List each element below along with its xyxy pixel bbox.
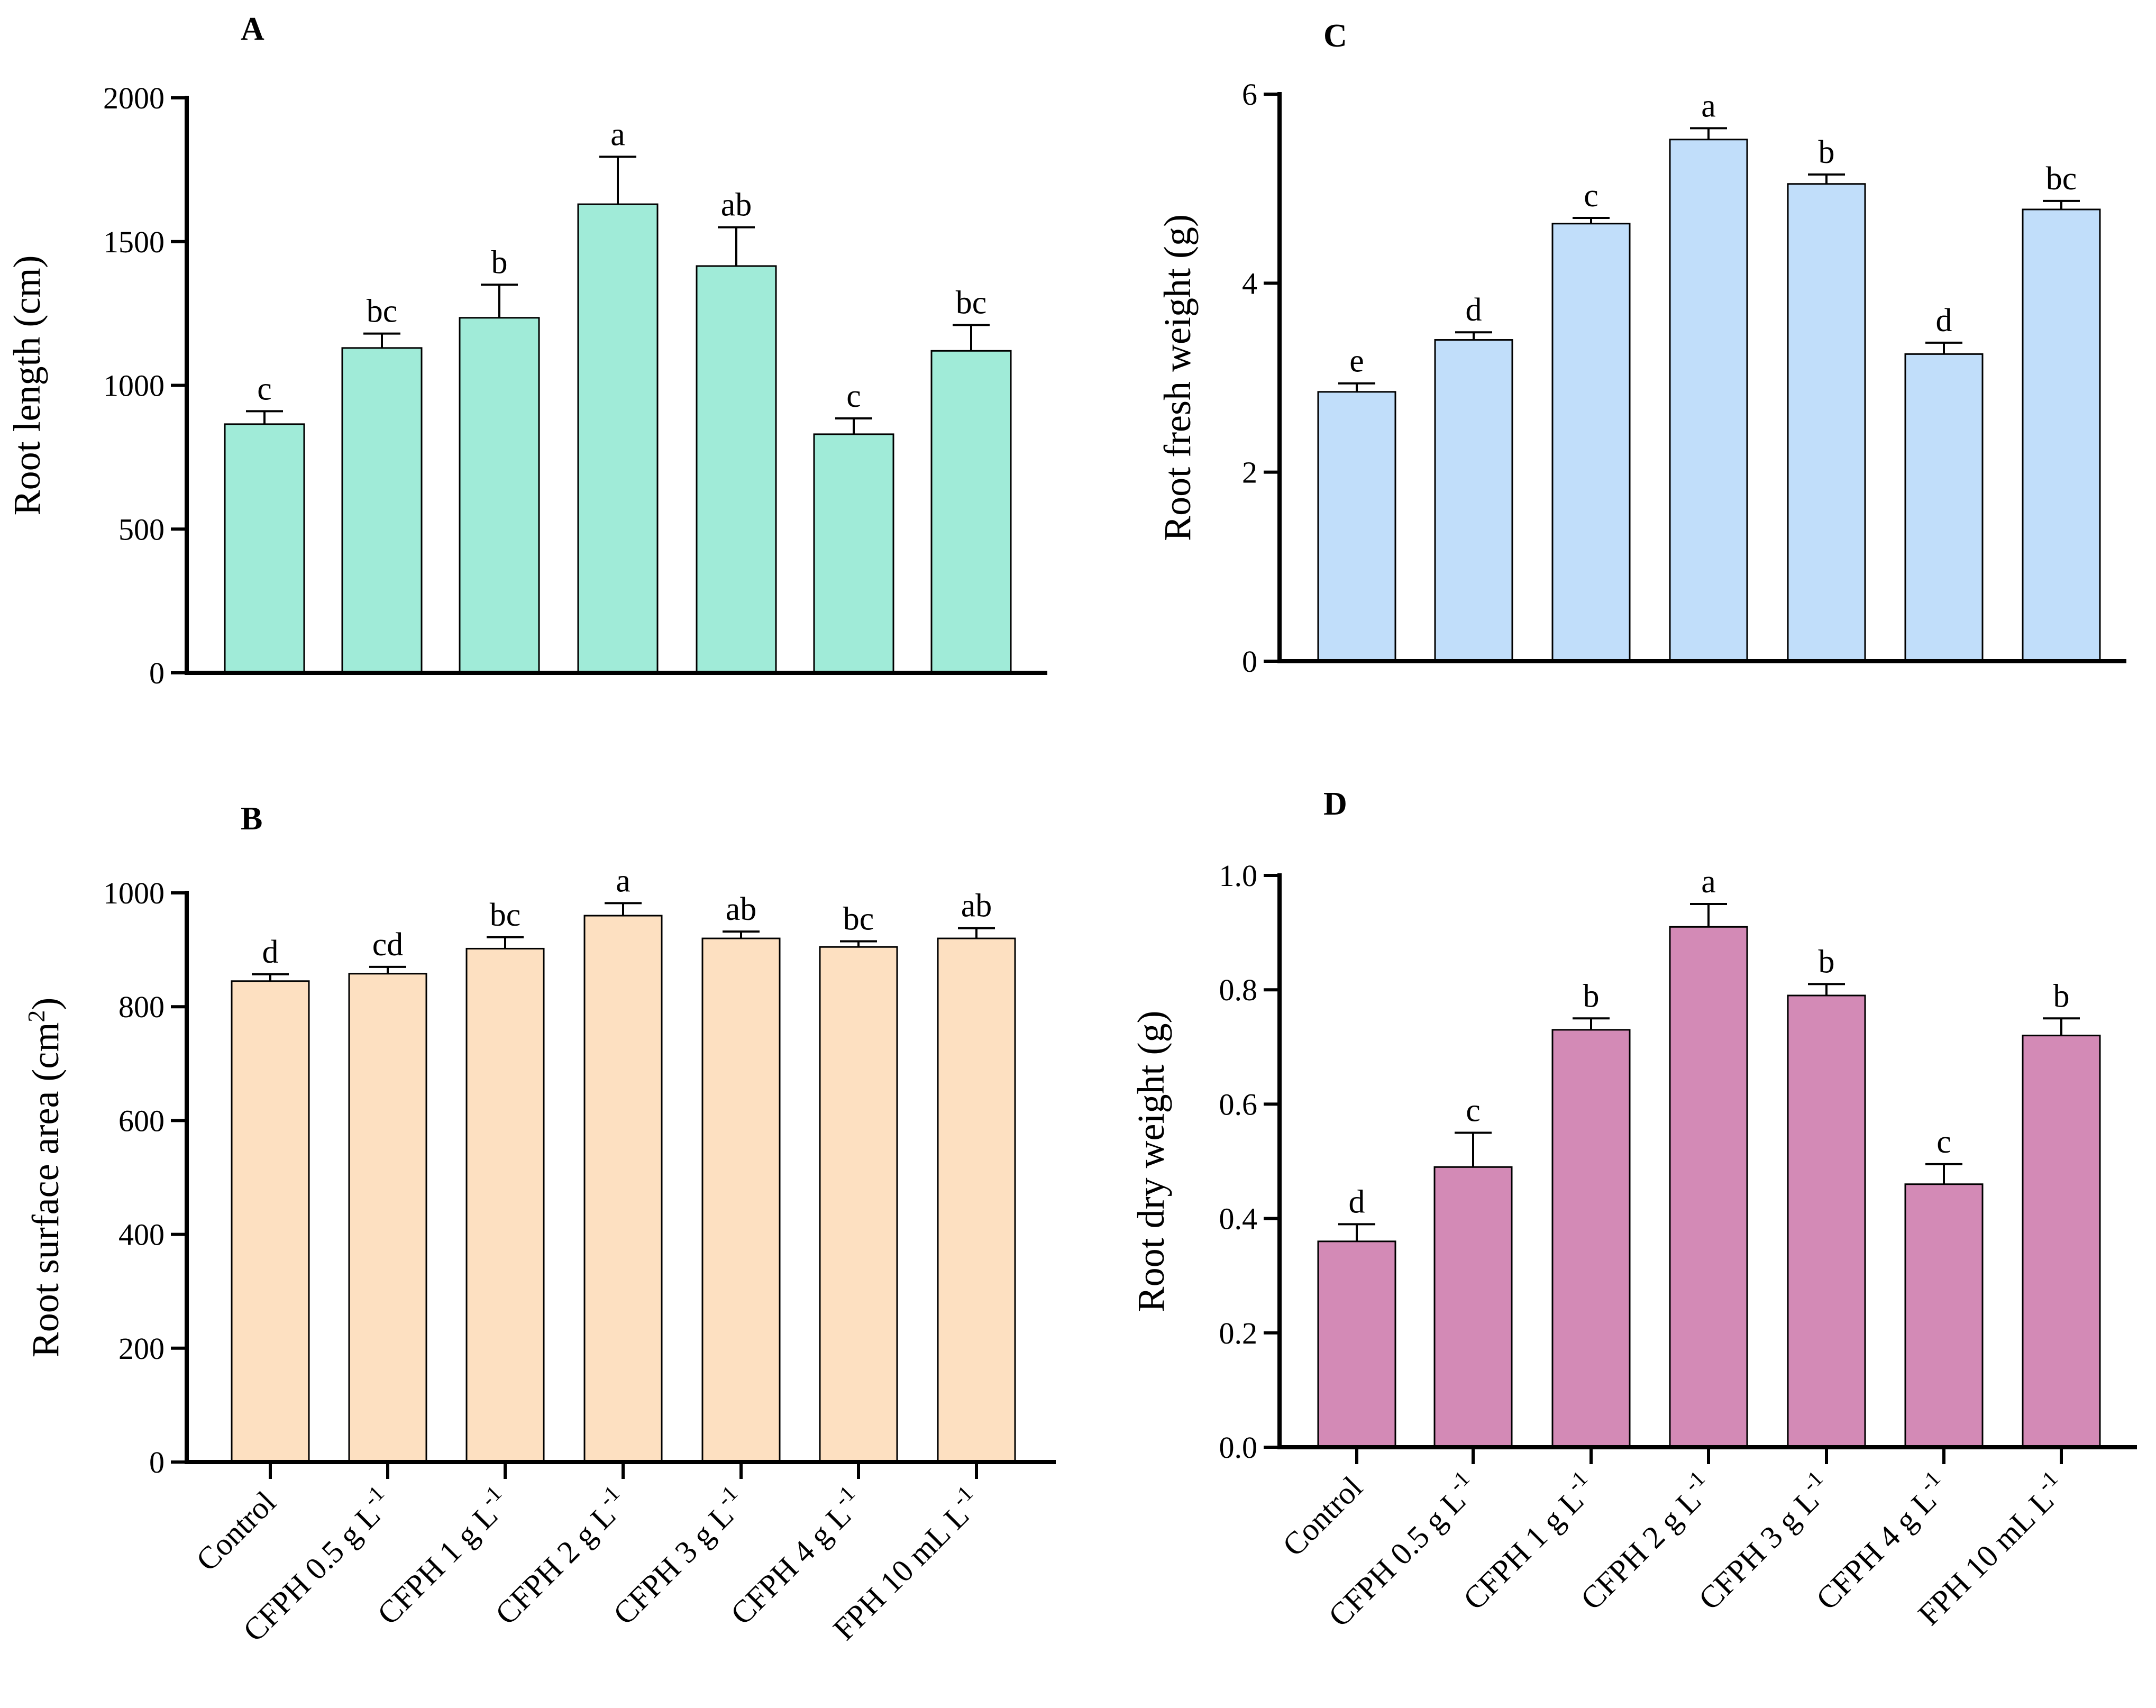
significance-letter: d: [1936, 303, 1952, 339]
bar-b-5: [819, 946, 898, 1463]
bar-a-3: [577, 203, 659, 674]
y-tick-label: 0.0: [1219, 1430, 1258, 1465]
y-tick-label: 600: [118, 1103, 165, 1138]
y-axis-label-superscript: 2: [23, 1010, 50, 1022]
y-axis-label: Root dry weight (g): [1130, 1011, 1172, 1312]
bar-b-6: [937, 937, 1016, 1463]
bar-c-5: [1904, 353, 1984, 662]
y-tick-label: 1000: [103, 369, 165, 403]
bar-d-3: [1669, 926, 1748, 1448]
y-axis-label: Root fresh weight (g): [1156, 214, 1199, 541]
bar-d-0: [1317, 1240, 1396, 1448]
panel-letter: B: [241, 801, 262, 837]
bar-a-5: [813, 433, 894, 674]
significance-letter: c: [846, 378, 861, 414]
y-tick-label: 6: [1242, 77, 1257, 112]
significance-letter: a: [616, 863, 631, 899]
bar-a-6: [930, 350, 1012, 674]
panel-a-root-length-chart: A Root length (cm) c bc b a ab c bc 0 500 1000 1500 2…: [6, 11, 1047, 690]
bar-d-5: [1904, 1183, 1984, 1448]
significance-letter: b: [1583, 978, 1600, 1014]
bar-d-2: [1551, 1029, 1631, 1448]
y-tick-label: 500: [118, 512, 165, 546]
significance-letter: ab: [961, 888, 992, 924]
significance-letter: c: [257, 371, 272, 407]
y-axis-label: Root surface area (cm2): [23, 998, 67, 1358]
bar-b-2: [465, 947, 545, 1463]
panel-letter: C: [1323, 18, 1347, 54]
bar-b-0: [231, 980, 310, 1463]
significance-letter: b: [1819, 944, 1835, 980]
bar-a-4: [696, 265, 777, 674]
bar-c-4: [1787, 183, 1866, 662]
y-tick-label: 0: [149, 1445, 165, 1479]
significance-letter: ab: [721, 187, 752, 223]
bar-d-6: [2022, 1035, 2101, 1448]
significance-letter: a: [1701, 88, 1716, 124]
significance-letter: c: [1466, 1092, 1481, 1128]
bar-d-4: [1787, 994, 1866, 1448]
significance-letter: bc: [490, 897, 521, 933]
significance-letter: b: [491, 244, 508, 280]
significance-letter: ab: [726, 891, 757, 927]
bar-c-1: [1434, 339, 1513, 662]
significance-letter: d: [1349, 1184, 1365, 1220]
significance-letter: d: [262, 934, 279, 970]
bar-a-0: [224, 423, 305, 674]
y-tick-label: 200: [118, 1331, 165, 1366]
significance-letter: a: [1701, 864, 1716, 900]
bar-c-0: [1317, 391, 1396, 662]
y-axis-label-text: Root length (cm): [6, 255, 48, 516]
bar-b-1: [348, 973, 427, 1463]
y-tick-label: 0.4: [1219, 1202, 1258, 1236]
y-tick-label: 1500: [103, 225, 165, 259]
y-axis-label-text: Root dry weight (g): [1130, 1011, 1172, 1312]
significance-letter: e: [1349, 343, 1364, 379]
y-tick-label: 1000: [103, 876, 165, 910]
y-tick-label: 0.6: [1219, 1087, 1258, 1121]
significance-letter: c: [1936, 1124, 1951, 1160]
bar-c-6: [2022, 208, 2101, 662]
bar-c-3: [1669, 139, 1748, 662]
y-tick-label: 0: [149, 656, 165, 690]
significance-letter: bc: [843, 901, 874, 937]
significance-letter: c: [1584, 178, 1598, 214]
y-tick-label: 2000: [103, 81, 165, 115]
bar-a-2: [459, 317, 540, 674]
significance-letter: a: [610, 116, 625, 152]
significance-letter: bc: [2046, 161, 2077, 197]
y-axis-label-text: Root surface area (cm: [24, 1022, 67, 1358]
y-tick-label: 2: [1242, 455, 1257, 490]
panel-d-root-dry-weight-chart: D Root dry weight (g) d c b a b c b 0.0 0.2 0.4 0.6 0…: [1130, 786, 2137, 1633]
y-axis-label-text: Root fresh weight (g): [1156, 214, 1199, 541]
y-tick-label: 400: [118, 1218, 165, 1252]
bar-a-1: [341, 347, 423, 674]
significance-letter: cd: [372, 927, 404, 963]
significance-letter: b: [1819, 134, 1835, 170]
bar-b-3: [583, 915, 663, 1463]
bar-c-2: [1551, 223, 1631, 662]
y-tick-label: 0: [1242, 644, 1257, 679]
y-tick-label: 4: [1242, 266, 1257, 300]
bar-d-1: [1433, 1166, 1513, 1448]
significance-letter: bc: [956, 285, 987, 321]
y-tick-label: 0.8: [1219, 973, 1258, 1007]
significance-letter: d: [1466, 292, 1482, 328]
y-tick-label: 800: [118, 990, 165, 1024]
y-tick-label: 0.2: [1219, 1316, 1258, 1350]
panel-c-root-fresh-weight-chart: C Root fresh weight (g) e d c a b d bc 0 2 4 6: [1156, 18, 2126, 679]
significance-letter: b: [2053, 978, 2070, 1014]
significance-letter: bc: [367, 294, 398, 330]
y-axis-label: Root length (cm): [6, 255, 48, 516]
panel-letter: A: [241, 11, 264, 47]
y-axis-label-close: ): [24, 998, 67, 1010]
y-tick-label: 1.0: [1219, 858, 1258, 893]
bar-b-4: [701, 937, 781, 1463]
panel-letter: D: [1323, 786, 1347, 822]
